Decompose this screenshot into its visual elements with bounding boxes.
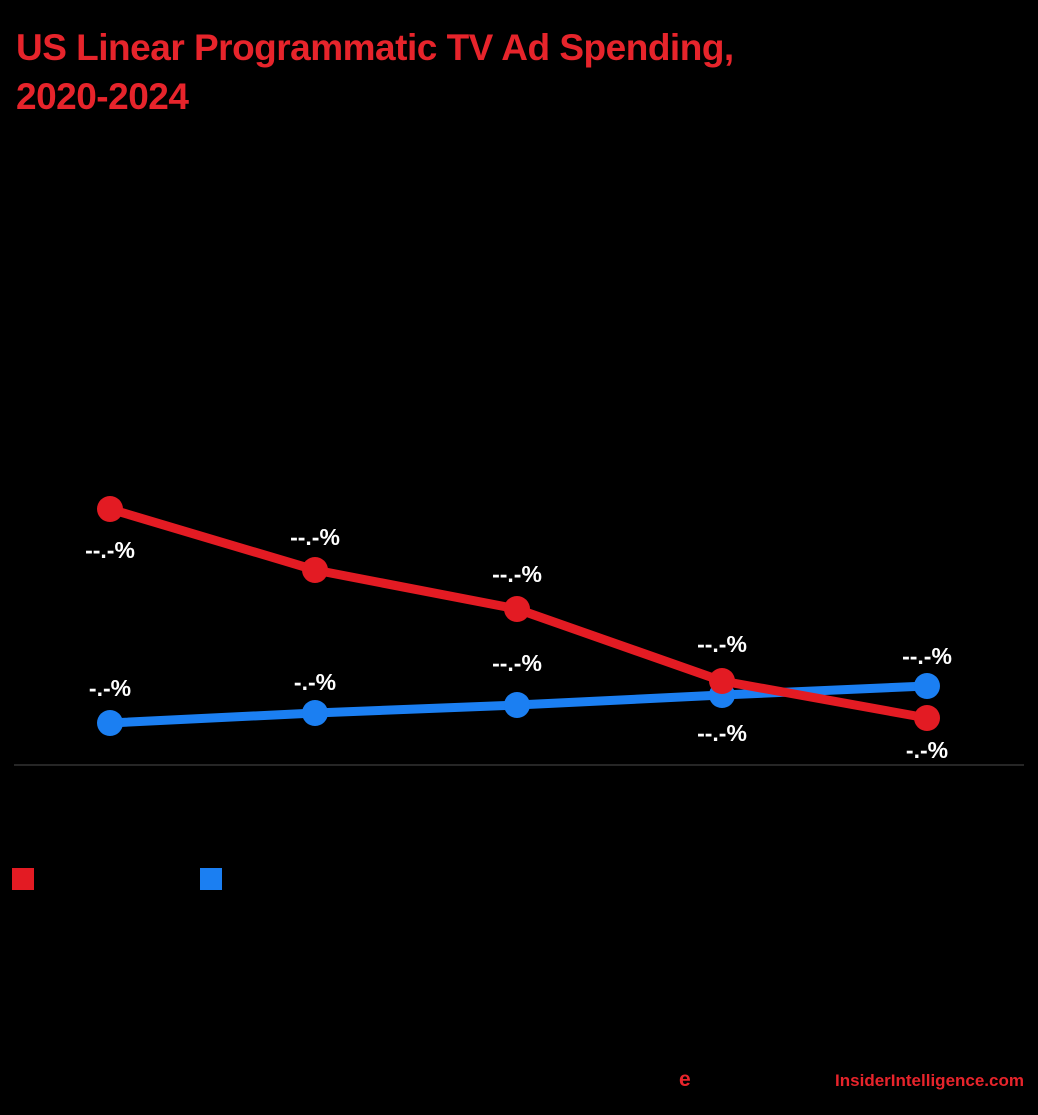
series-blue-label-2022: --.-% [492,650,542,676]
series-blue-label-2020: -.-% [88,675,132,701]
series-blue-line [105,681,932,728]
series-blue-label-2021: -.-% [293,669,337,695]
series-red-label-2021: --.-% [290,524,340,550]
series-red-label-2024: -.-% [905,737,949,763]
series-blue-label-2023: --.-% [697,720,747,746]
series-blue-point-2021 [302,700,328,726]
series-red-point-2020 [97,496,123,522]
emarketer-logo-e: e [679,1068,691,1091]
series-red-point-2022 [504,596,530,622]
series-red-point-2023 [709,668,735,694]
series-red-label-2023: --.-% [697,631,747,657]
legend-swatch-red [12,868,34,890]
series-red-line [105,504,932,723]
legend [12,868,612,892]
series-blue-point-2020 [97,710,123,736]
chart-title: US Linear Programmatic TV Ad Spending, 2… [16,24,734,122]
series-red-point-2024 [914,705,940,731]
series-red-label-2020: --.-% [85,537,135,563]
series-blue-point-2022 [504,692,530,718]
series-blue-point-2024 [914,673,940,699]
series-blue-label-2024: --.-% [902,643,952,669]
chart-title-line1: US Linear Programmatic TV Ad Spending, [16,27,734,68]
footer: e InsiderIntelligence.com [0,1066,1038,1098]
chart-title-line2: 2020-2024 [16,75,189,117]
series-red-label-2022: --.-% [492,561,542,587]
series-red-point-2021 [302,557,328,583]
insider-intelligence-link[interactable]: InsiderIntelligence.com [835,1071,1024,1090]
series-blue-point-2023 [709,682,735,708]
legend-swatch-blue [200,868,222,890]
